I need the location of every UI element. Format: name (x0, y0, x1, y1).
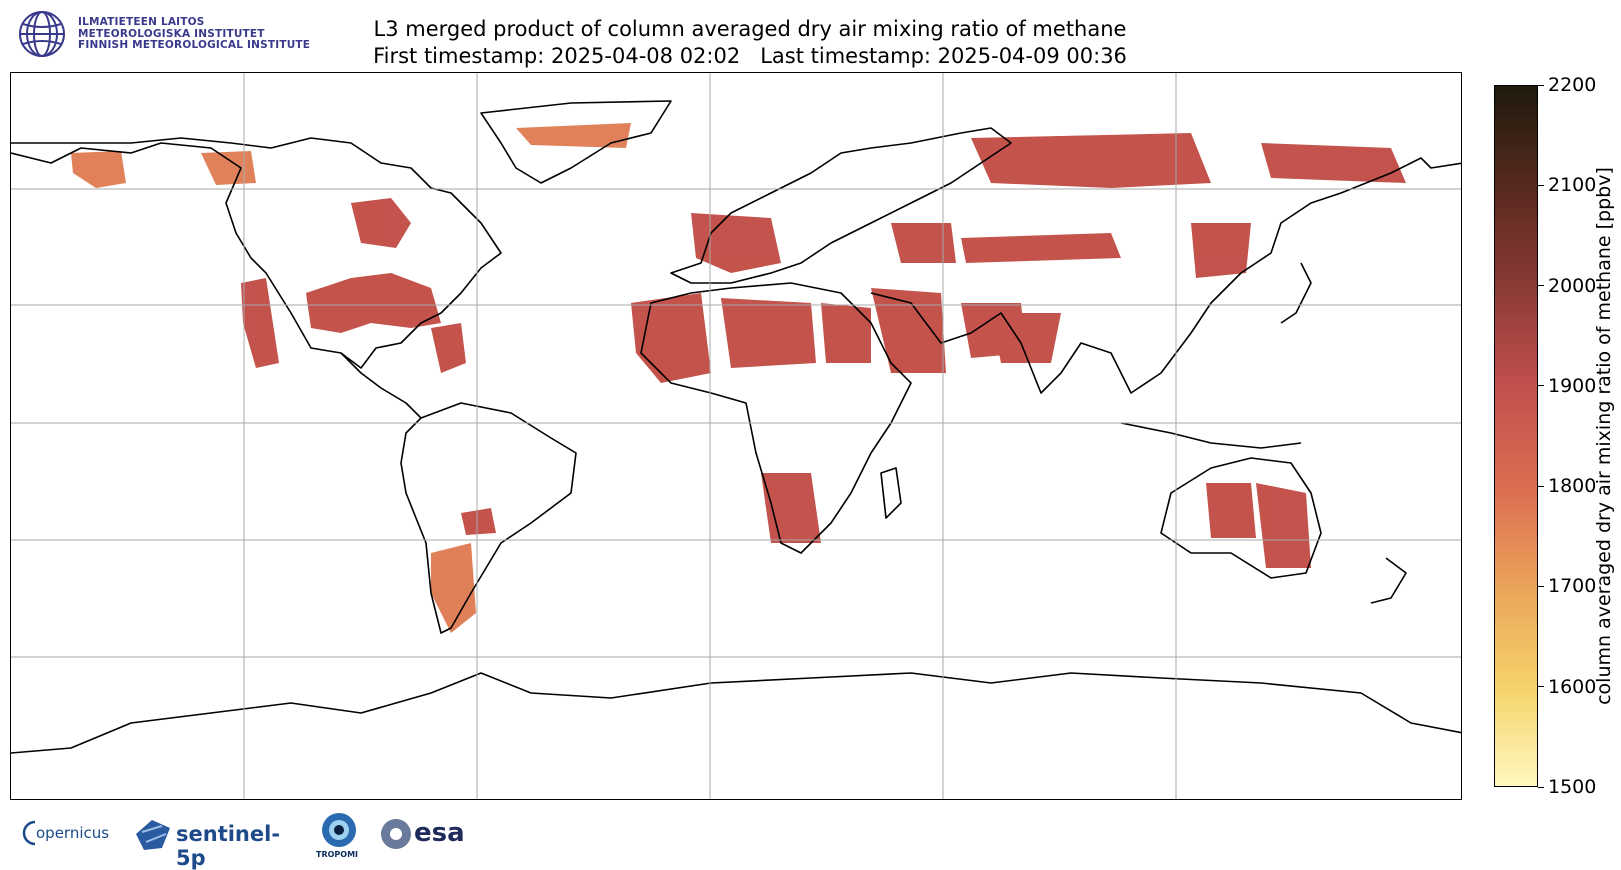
coast-europe (670, 127, 1012, 284)
footer-logos: opernicus sentinel-5p TROPOMI esa (20, 810, 540, 870)
data-australia-east (1256, 483, 1311, 568)
coast-japan (1280, 262, 1312, 324)
fmi-logo (18, 10, 298, 60)
colorbar-tick-mark (1538, 686, 1544, 688)
data-siberia (971, 133, 1211, 188)
tropomi-text: TROPOMI (316, 850, 359, 859)
tropomi-logo: TROPOMI (314, 810, 364, 865)
coast-asia (870, 157, 1461, 394)
coast-australia (1160, 457, 1322, 579)
esa-text: esa (414, 818, 465, 848)
data-europe (691, 213, 781, 273)
colorbar-tick-label: 2100 (1548, 174, 1597, 197)
coast-greenland (480, 100, 672, 184)
title-line: L3 merged product of column averaged dry… (373, 17, 1127, 41)
copernicus-text: opernicus (36, 824, 110, 842)
colorbar-tick-mark (1538, 585, 1544, 587)
timestamp-line: First timestamp: 2025-04-08 02:02 Last t… (373, 44, 1127, 68)
data-far-east (1261, 143, 1406, 183)
coastline-layer (11, 100, 1461, 754)
colorbar-tick-mark (1538, 285, 1544, 287)
sentinel-satellite-icon (136, 820, 170, 850)
fmi-globe-icon (19, 11, 65, 57)
data-kazakh (961, 233, 1121, 263)
colorbar-tick-mark (1538, 786, 1544, 788)
colorbar-tick-mark (1538, 84, 1544, 86)
data-sahara-east (821, 303, 871, 363)
colorbar-tick-mark (1538, 184, 1544, 186)
colorbar-tick-mark (1538, 385, 1544, 387)
data-arabia (871, 288, 946, 373)
data-central-asia (891, 223, 956, 263)
data-sahara-west (631, 293, 711, 383)
fmi-institute-name: ILMATIETEEN LAITOS METEOROLOGISKA INSTIT… (78, 16, 311, 52)
data-north-america (306, 273, 441, 333)
colorbar-tick-label: 2000 (1548, 274, 1597, 297)
colorbar-label: column averaged dry air mixing ratio of … (1593, 167, 1615, 705)
colorbar-tick-label: 1500 (1548, 776, 1597, 798)
coast-north-america (11, 137, 502, 369)
data-south-america (431, 543, 476, 633)
world-map (11, 73, 1461, 799)
copernicus-c-icon (22, 820, 36, 846)
colorbar-tick-label: 1600 (1548, 675, 1597, 698)
data-west-us (241, 278, 279, 368)
data-australia-west (1206, 483, 1256, 538)
map-title: L3 merged product of column averaged dry… (200, 16, 1300, 70)
coast-africa (640, 282, 912, 554)
map-panel (10, 72, 1462, 800)
data-florida (431, 323, 466, 373)
copernicus-logo: opernicus (20, 818, 120, 848)
sentinel-text: sentinel-5p (176, 822, 281, 870)
colorbar-tick-mark (1538, 485, 1544, 487)
esa-logo: esa (380, 818, 480, 852)
data-greenland (516, 123, 631, 148)
coast-antarctica (11, 672, 1461, 754)
institute-line-en: FINNISH METEOROLOGICAL INSTITUTE (78, 39, 311, 51)
coast-madagascar (880, 467, 902, 519)
colorbar-tick-label: 1900 (1548, 374, 1597, 397)
data-canada-north (201, 151, 256, 185)
institute-line-sv: METEOROLOGISKA INSTITUTET (78, 27, 265, 40)
esa-circle-icon (381, 819, 411, 849)
coast-indonesia (1120, 422, 1302, 449)
colorbar-tick-label: 2200 (1548, 74, 1597, 96)
data-canada (351, 198, 411, 248)
methane-data-layer (71, 123, 1406, 633)
coast-new-zealand (1370, 557, 1407, 604)
data-argentina (461, 508, 496, 535)
colorbar-tick-label: 1700 (1548, 575, 1597, 598)
colorbar (1494, 85, 1538, 787)
data-southern-africa (761, 473, 821, 543)
coast-south-america (400, 402, 577, 634)
data-sahara-central (721, 298, 816, 368)
gridlines (11, 73, 1461, 799)
tropomi-eye-icon (322, 813, 356, 847)
data-east-asia (1191, 223, 1251, 278)
coast-central-america (340, 352, 422, 419)
sentinel-5p-logo: sentinel-5p (132, 810, 302, 870)
data-alaska (71, 151, 126, 188)
institute-line-fi: ILMATIETEEN LAITOS (78, 16, 205, 28)
colorbar-tick-label: 1800 (1548, 475, 1597, 498)
